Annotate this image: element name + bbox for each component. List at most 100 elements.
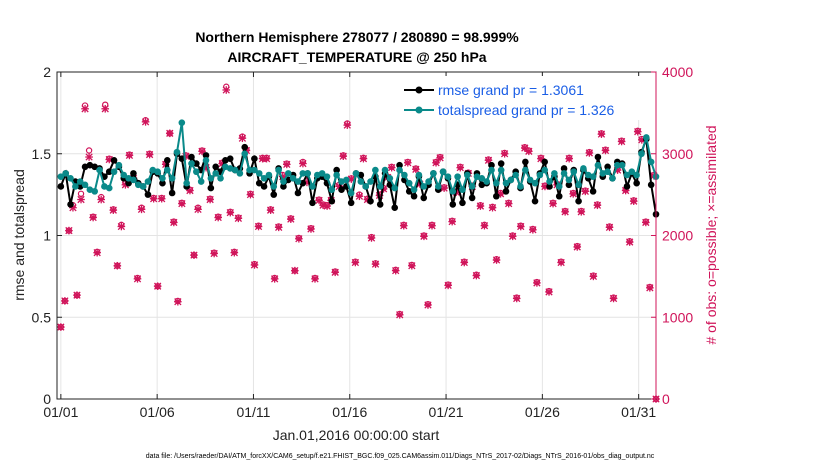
obs-assimilated-marker	[516, 222, 525, 231]
obs-assimilated-marker	[424, 301, 432, 309]
obs-assimilated-marker	[359, 154, 368, 163]
totalspread-point	[120, 171, 128, 179]
totalspread-point	[265, 171, 273, 179]
totalspread-point	[454, 173, 461, 180]
totalspread-point	[536, 171, 544, 179]
obs-assimilated-marker	[153, 282, 162, 290]
totalspread-point	[623, 171, 631, 179]
totalspread-point	[57, 173, 65, 180]
y2-tick-label: 0	[662, 391, 670, 407]
totalspread-point	[405, 179, 413, 187]
totalspread-point	[144, 178, 152, 185]
rmse-point	[604, 163, 611, 171]
obs-assimilated-marker	[295, 234, 303, 243]
obs-assimilated-marker	[57, 323, 65, 331]
totalspread-point	[497, 166, 505, 174]
totalspread-point	[110, 168, 118, 176]
legend-label-rmse: rmse grand pr = 1.3061	[438, 82, 584, 98]
line-layer	[57, 119, 660, 218]
obs-assimilated-marker	[605, 223, 614, 232]
obs-assimilated-marker	[125, 151, 134, 160]
obs-assimilated-marker	[149, 194, 158, 203]
totalspread-point	[604, 168, 611, 176]
obs-assimilated-marker	[194, 205, 202, 214]
totalspread-point	[367, 178, 374, 185]
totalspread-point	[164, 166, 171, 174]
totalspread-point	[275, 166, 282, 174]
obs-assimilated-marker	[178, 199, 186, 208]
x-tick-label: 01/06	[140, 404, 175, 420]
totalspread-point	[478, 174, 486, 182]
rmse-point	[130, 170, 137, 177]
obs-assimilated-marker	[488, 203, 497, 212]
obs-assimilated-marker	[270, 275, 279, 283]
totalspread-point	[507, 176, 515, 184]
totalspread-point	[643, 134, 650, 141]
totalspread-point	[352, 170, 360, 177]
totalspread-point	[526, 176, 534, 184]
totalspread-point	[618, 161, 626, 169]
rmse-point	[560, 165, 568, 172]
x-tick-label: 01/01	[43, 404, 78, 420]
totalspread-point	[154, 168, 161, 176]
totalspread-point	[197, 178, 205, 185]
totalspread-point	[541, 166, 549, 174]
totalspread-line	[60, 122, 657, 197]
obs-assimilated-marker	[508, 232, 517, 241]
totalspread-point	[309, 183, 316, 190]
obs-assimilated-marker	[174, 297, 182, 306]
rmse-point	[502, 188, 510, 195]
rmse-point	[202, 152, 210, 159]
obs-assimilated-marker	[137, 205, 146, 214]
rmse-point	[459, 199, 466, 207]
totalspread-point	[391, 184, 399, 192]
totalspread-point	[551, 170, 558, 177]
rmse-point	[497, 160, 505, 167]
obs-assimilated-marker	[399, 221, 408, 230]
totalspread-point	[565, 176, 573, 184]
totalspread-point	[236, 170, 244, 177]
obs-assimilated-marker	[629, 197, 638, 205]
totalspread-point	[294, 178, 302, 185]
totalspread-point	[502, 179, 510, 187]
obs-assimilated-marker	[633, 127, 642, 136]
obs-assimilated-marker	[581, 187, 590, 196]
obs-assimilated-marker	[460, 258, 469, 267]
obs-assimilated-marker	[250, 261, 259, 269]
totalspread-point	[168, 174, 176, 182]
rmse-point	[105, 168, 113, 176]
obs-assimilated-marker	[545, 288, 553, 296]
obs-assimilated-marker	[371, 260, 380, 268]
chart-title: Northern Hemisphere 278077 / 280890 = 98…	[195, 29, 519, 45]
rmse-point	[328, 197, 336, 205]
rmse-point	[255, 179, 263, 187]
obs-assimilated-marker	[246, 190, 255, 199]
obs-possible-marker	[85, 147, 93, 154]
rmse-point	[575, 197, 582, 205]
totalspread-point	[560, 170, 568, 177]
y2-axis-label: # of obs: o=possible; ×=assimilated	[703, 125, 719, 344]
totalspread-point	[299, 170, 307, 177]
totalspread-point	[183, 179, 190, 187]
obs-assimilated-marker	[97, 195, 105, 204]
obs-assimilated-marker	[355, 192, 364, 201]
obs-assimilated-marker	[420, 232, 428, 241]
rmse-point	[493, 192, 500, 200]
totalspread-point	[425, 178, 432, 185]
totalspread-point	[613, 161, 621, 169]
rmse-point	[168, 189, 176, 197]
obs-assimilated-marker	[141, 118, 150, 126]
rmse-point	[110, 156, 118, 164]
totalspread-point	[96, 166, 103, 174]
rmse-point	[367, 197, 374, 205]
totalspread-point	[468, 183, 476, 190]
obs-assimilated-marker	[565, 154, 573, 163]
rmse-point	[270, 191, 278, 198]
totalspread-point	[72, 183, 79, 190]
totalspread-point	[202, 156, 210, 164]
obs-assimilated-marker	[157, 194, 166, 203]
rmse-point	[647, 181, 655, 189]
obs-assimilated-marker	[412, 165, 420, 174]
rmse-point	[396, 161, 403, 169]
obs-layer	[57, 83, 660, 403]
